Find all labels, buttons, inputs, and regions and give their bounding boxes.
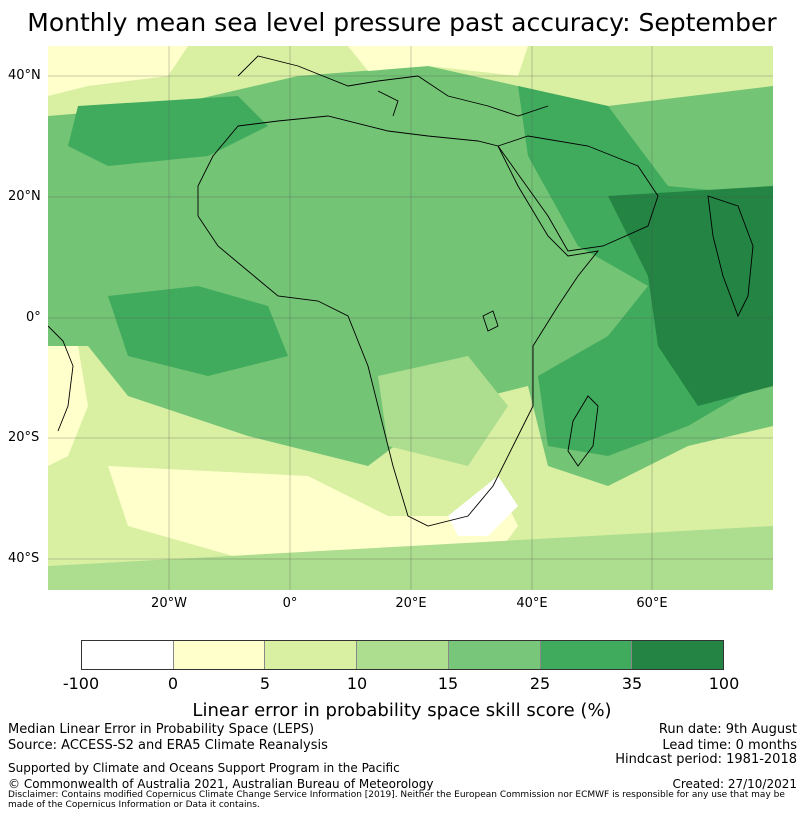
- lon-tick-20e: 20°E: [395, 596, 427, 611]
- lake-victoria: [482, 310, 499, 332]
- footer-left-4: © Commonwealth of Australia 2021, Austra…: [8, 777, 434, 791]
- colorbar-segment: [357, 641, 449, 669]
- africa-coastline: [197, 115, 600, 527]
- skill-region-far-south: [48, 526, 773, 590]
- lon-tick-20w: 20°W: [151, 596, 187, 611]
- skill-region-north-atlantic: [68, 96, 268, 166]
- footer-right-3: Hindcast period: 1981-2018: [615, 752, 797, 767]
- arabia-coastline: [497, 135, 659, 252]
- colorbar-tick: -100: [62, 674, 100, 693]
- colorbar-segment: [82, 641, 174, 669]
- footer-right-1: Run date: 9th August: [658, 722, 797, 737]
- skill-region-north: [48, 46, 773, 116]
- colorbar-tick: 100: [708, 674, 740, 693]
- colorbar-segment: [448, 641, 541, 669]
- colorbar-segment: [265, 641, 358, 669]
- gridlines: [48, 46, 773, 590]
- italy-coastline: [377, 90, 399, 117]
- colorbar-tick: 0: [167, 674, 179, 693]
- colorbar-tick: 10: [346, 674, 368, 693]
- colorbar-tick: 35: [621, 674, 643, 693]
- skill-region-europe: [348, 46, 528, 76]
- india-coastline: [707, 195, 754, 318]
- skill-region-atlantic: [108, 286, 288, 376]
- footer-left-3: Supported by Climate and Oceans Support …: [8, 761, 400, 775]
- disclaimer: Disclaimer: Contains modified Copernicus…: [8, 790, 785, 810]
- skill-region-south-africa-coast: [448, 476, 518, 536]
- footer-right-4: Created: 27/10/2021: [672, 777, 797, 791]
- lon-tick-40e: 40°E: [516, 596, 548, 611]
- skill-region-arabian-sea: [608, 186, 773, 406]
- colorbar: [81, 640, 724, 670]
- skill-map[interactable]: [48, 46, 773, 590]
- map-title: Monthly mean sea level pressure past acc…: [27, 8, 777, 37]
- colorbar-label: Linear error in probability space skill …: [192, 700, 612, 721]
- coastlines: [48, 55, 754, 527]
- footer-left-2: Source: ACCESS-S2 and ERA5 Climate Reana…: [8, 738, 328, 753]
- lat-tick-40s: 40°S: [8, 551, 40, 566]
- skill-region-northwest: [48, 46, 188, 96]
- lon-tick-60e: 60°E: [636, 596, 668, 611]
- skill-region-southern-africa: [378, 356, 508, 466]
- colorbar-tick: 5: [259, 674, 271, 693]
- madagascar-coastline: [567, 395, 599, 467]
- footer-left-1: Median Linear Error in Probability Space…: [8, 722, 315, 737]
- south-america-coastline: [48, 325, 74, 432]
- colorbar-segment: [540, 641, 633, 669]
- map-svg: [48, 46, 773, 590]
- colorbar-tick: 15: [437, 674, 459, 693]
- colorbar-tick: 25: [529, 674, 551, 693]
- lon-tick-0: 0°: [282, 596, 298, 611]
- lat-tick-40n: 40°N: [8, 68, 41, 83]
- lat-tick-20s: 20°S: [8, 430, 40, 445]
- colorbar-segment: [173, 641, 266, 669]
- lat-tick-20n: 20°N: [8, 189, 41, 204]
- colorbar-segment: [632, 641, 724, 669]
- europe-coastline: [237, 55, 549, 117]
- lat-tick-0: 0°: [26, 310, 41, 325]
- footer-right-2: Lead time: 0 months: [662, 738, 797, 753]
